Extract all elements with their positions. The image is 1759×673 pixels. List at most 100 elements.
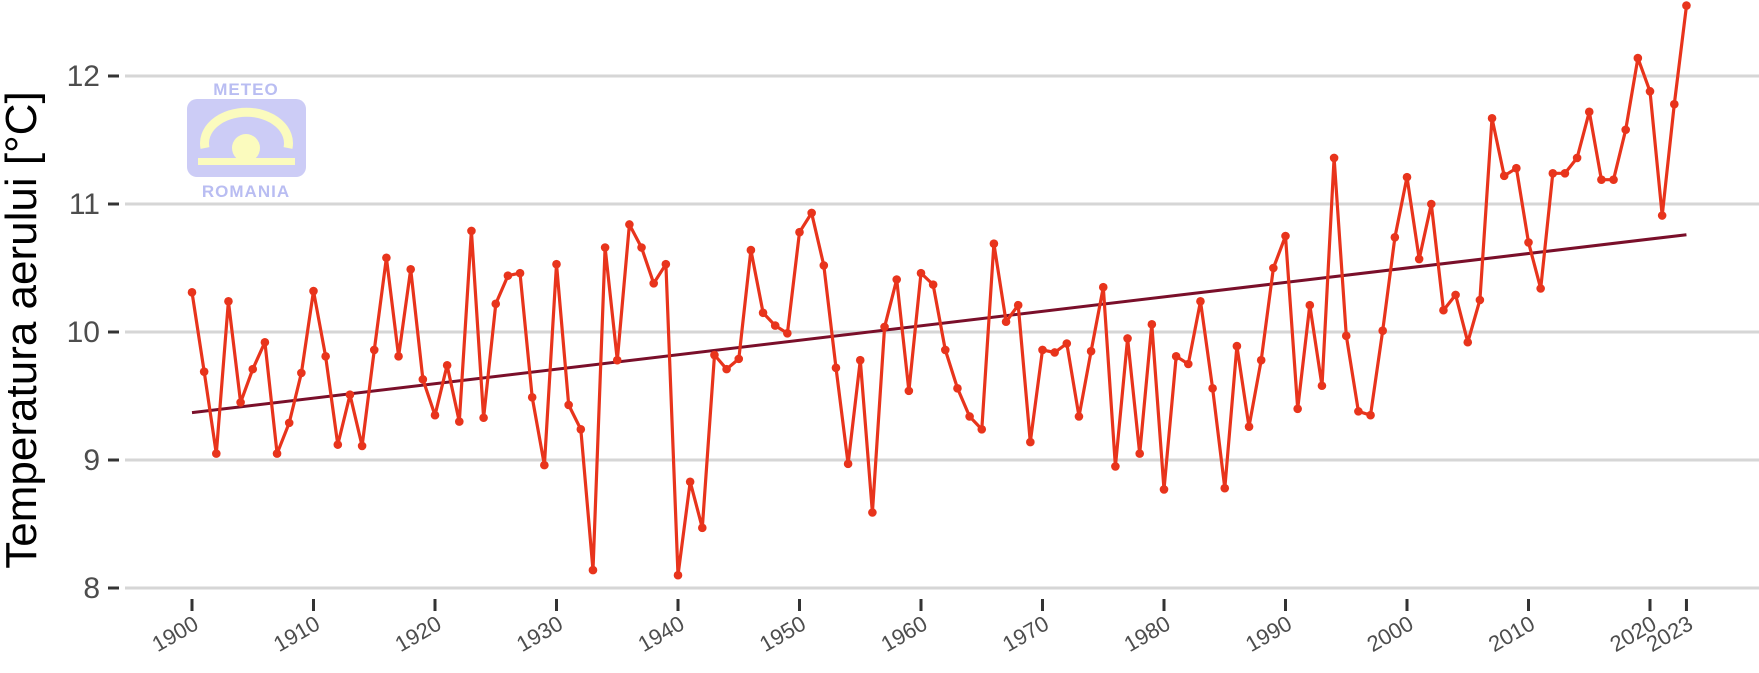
data-point-1990 bbox=[1281, 231, 1290, 241]
data-point-1930 bbox=[552, 259, 561, 269]
x-tick-label-1970: 1970 bbox=[998, 611, 1053, 657]
data-point-2000 bbox=[1402, 172, 1412, 182]
logo-sun bbox=[232, 134, 260, 162]
data-point-2022 bbox=[1670, 99, 1679, 109]
data-point-2014 bbox=[1572, 153, 1582, 163]
data-point-1946 bbox=[746, 245, 756, 255]
data-point-1977 bbox=[1123, 334, 1132, 343]
x-tick-label-1930: 1930 bbox=[512, 611, 567, 657]
data-point-2002 bbox=[1427, 199, 1436, 209]
y-tick-label-9: 9 bbox=[83, 444, 100, 477]
data-point-1987 bbox=[1244, 422, 1254, 432]
data-point-1972 bbox=[1062, 339, 1072, 348]
data-point-1960 bbox=[916, 268, 926, 278]
data-point-1968 bbox=[1013, 300, 1023, 310]
y-tick-label-8: 8 bbox=[83, 572, 100, 605]
data-point-1902 bbox=[212, 449, 221, 458]
data-point-1988 bbox=[1256, 355, 1266, 365]
data-point-1974 bbox=[1086, 346, 1096, 356]
data-point-1908 bbox=[284, 418, 294, 428]
data-point-1917 bbox=[394, 352, 403, 361]
data-point-1918 bbox=[406, 264, 416, 274]
data-point-1931 bbox=[564, 400, 573, 410]
data-point-2004 bbox=[1451, 290, 1460, 300]
data-point-2007 bbox=[1487, 113, 1497, 123]
x-tick-label-1910: 1910 bbox=[269, 611, 324, 657]
data-point-2012 bbox=[1548, 168, 1558, 178]
data-point-1999 bbox=[1390, 232, 1400, 242]
data-point-1904 bbox=[236, 398, 245, 407]
data-point-1935 bbox=[612, 355, 622, 365]
data-point-1971 bbox=[1050, 348, 1059, 357]
x-tick-label-1900: 1900 bbox=[148, 611, 203, 657]
data-point-1959 bbox=[904, 386, 914, 396]
data-point-1995 bbox=[1341, 331, 1351, 341]
data-point-1940 bbox=[673, 570, 683, 580]
data-point-1998 bbox=[1378, 326, 1387, 336]
data-point-1909 bbox=[297, 368, 306, 378]
data-point-1939 bbox=[661, 259, 671, 269]
logo-base bbox=[198, 158, 295, 165]
data-point-1993 bbox=[1317, 381, 1327, 391]
data-point-1924 bbox=[479, 413, 488, 423]
data-point-1901 bbox=[199, 367, 209, 376]
y-tick-label-12: 12 bbox=[67, 60, 100, 93]
data-point-1973 bbox=[1074, 412, 1084, 421]
data-point-2011 bbox=[1536, 284, 1545, 293]
data-point-1916 bbox=[382, 253, 391, 263]
data-point-1900 bbox=[187, 288, 197, 297]
data-point-1933 bbox=[588, 565, 598, 575]
data-point-1983 bbox=[1196, 296, 1205, 306]
y-axis-label: Temperatura aerului [°C] bbox=[0, 91, 46, 568]
data-point-1944 bbox=[722, 364, 731, 374]
data-point-2006 bbox=[1475, 295, 1485, 305]
data-point-1921 bbox=[442, 360, 452, 370]
data-point-1951 bbox=[807, 208, 816, 218]
x-tick-label-1940: 1940 bbox=[634, 611, 689, 657]
data-point-1965 bbox=[977, 424, 987, 434]
data-point-1961 bbox=[928, 280, 938, 289]
data-point-1984 bbox=[1208, 384, 1217, 393]
data-point-2020 bbox=[1645, 87, 1655, 96]
data-point-1911 bbox=[321, 352, 330, 361]
data-point-1962 bbox=[941, 345, 950, 355]
data-point-1996 bbox=[1354, 407, 1363, 416]
x-tick-label-1950: 1950 bbox=[755, 611, 810, 657]
data-point-1989 bbox=[1269, 263, 1278, 273]
data-point-1928 bbox=[527, 392, 537, 402]
data-point-2018 bbox=[1621, 125, 1630, 135]
data-point-1915 bbox=[369, 345, 379, 355]
data-point-1956 bbox=[868, 508, 877, 517]
data-point-1985 bbox=[1220, 483, 1230, 493]
data-point-1963 bbox=[953, 384, 962, 393]
data-point-1919 bbox=[418, 375, 428, 384]
data-point-2021 bbox=[1657, 211, 1667, 220]
data-point-1954 bbox=[843, 459, 853, 469]
data-point-1937 bbox=[637, 243, 646, 252]
data-point-1947 bbox=[758, 308, 768, 318]
y-tick-label-11: 11 bbox=[69, 188, 100, 221]
data-point-1949 bbox=[783, 328, 792, 338]
x-tick-label-1990: 1990 bbox=[1241, 611, 1296, 657]
data-point-1913 bbox=[345, 390, 355, 400]
x-tick-label-1920: 1920 bbox=[391, 611, 446, 657]
data-point-1907 bbox=[272, 449, 282, 458]
data-point-1982 bbox=[1184, 359, 1193, 369]
data-point-2013 bbox=[1560, 168, 1570, 178]
data-point-1914 bbox=[357, 441, 367, 451]
data-point-1950 bbox=[795, 227, 804, 237]
data-point-1964 bbox=[965, 412, 974, 421]
x-tick-label-1960: 1960 bbox=[877, 611, 932, 657]
data-point-1952 bbox=[819, 261, 829, 270]
data-point-1978 bbox=[1135, 449, 1144, 458]
data-point-2001 bbox=[1414, 254, 1424, 264]
y-tick-label-10: 10 bbox=[67, 316, 100, 349]
data-point-2017 bbox=[1609, 175, 1618, 184]
data-point-1929 bbox=[540, 460, 549, 470]
data-point-1975 bbox=[1098, 282, 1108, 292]
data-point-2003 bbox=[1439, 305, 1448, 315]
data-point-1958 bbox=[892, 275, 901, 284]
data-point-1986 bbox=[1232, 341, 1242, 351]
data-point-2016 bbox=[1597, 175, 1606, 184]
